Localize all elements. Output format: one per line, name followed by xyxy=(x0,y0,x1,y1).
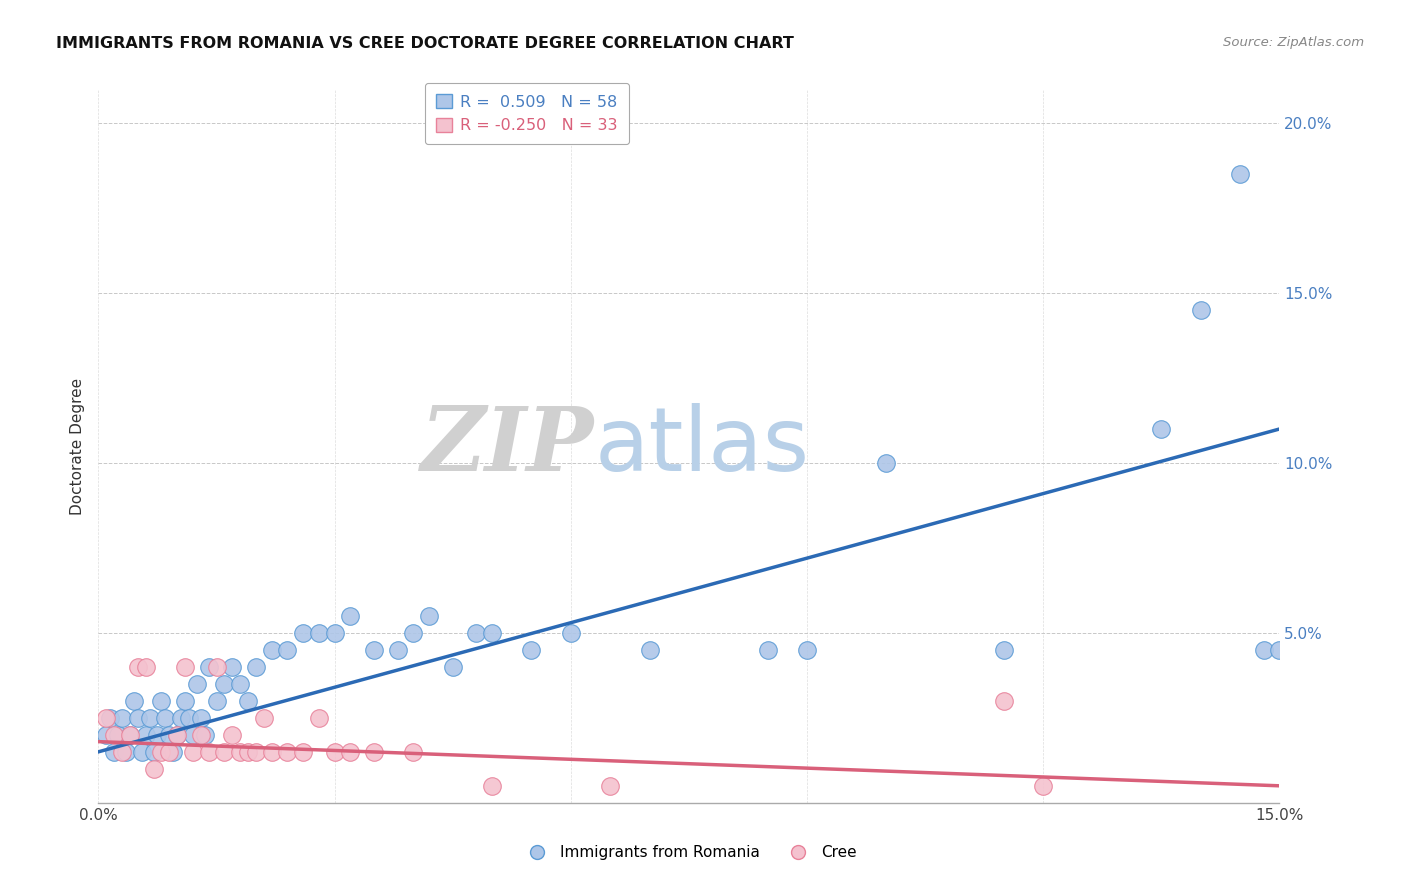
Point xyxy=(993,643,1015,657)
Point xyxy=(260,643,283,657)
Point xyxy=(221,660,243,674)
Text: ZIP: ZIP xyxy=(420,403,595,489)
Point xyxy=(157,745,180,759)
Point xyxy=(127,711,149,725)
Point xyxy=(323,626,346,640)
Text: IMMIGRANTS FROM ROMANIA VS CREE DOCTORATE DEGREE CORRELATION CHART: IMMIGRANTS FROM ROMANIA VS CREE DOCTORAT… xyxy=(56,36,794,51)
Point xyxy=(993,694,1015,708)
Point xyxy=(111,711,134,725)
Point xyxy=(103,745,125,759)
Point xyxy=(276,745,298,759)
Point xyxy=(875,456,897,470)
Text: atlas: atlas xyxy=(595,402,810,490)
Point xyxy=(214,745,236,759)
Point xyxy=(599,779,621,793)
Point xyxy=(166,728,188,742)
Y-axis label: Doctorate Degree: Doctorate Degree xyxy=(70,377,86,515)
Point xyxy=(245,745,267,759)
Point xyxy=(465,626,488,640)
Point xyxy=(292,745,315,759)
Point xyxy=(1268,643,1291,657)
Point xyxy=(260,745,283,759)
Point xyxy=(205,660,228,674)
Point xyxy=(174,694,197,708)
Point xyxy=(363,745,385,759)
Point xyxy=(520,643,543,657)
Point xyxy=(118,728,141,742)
Point xyxy=(308,626,330,640)
Point xyxy=(115,745,138,759)
Point xyxy=(638,643,661,657)
Legend: Immigrants from Romania, Cree: Immigrants from Romania, Cree xyxy=(516,839,862,866)
Point xyxy=(292,626,315,640)
Point xyxy=(560,626,582,640)
Point xyxy=(481,626,503,640)
Point xyxy=(229,745,252,759)
Point xyxy=(157,728,180,742)
Point xyxy=(142,762,165,776)
Point xyxy=(229,677,252,691)
Point xyxy=(142,745,165,759)
Point xyxy=(1253,643,1275,657)
Point xyxy=(135,660,157,674)
Point xyxy=(1032,779,1054,793)
Point xyxy=(107,728,129,742)
Point xyxy=(98,711,121,725)
Point xyxy=(181,745,204,759)
Point xyxy=(166,728,188,742)
Point xyxy=(177,711,200,725)
Point xyxy=(103,728,125,742)
Point xyxy=(236,745,259,759)
Point xyxy=(756,643,779,657)
Point xyxy=(221,728,243,742)
Point xyxy=(155,711,177,725)
Point xyxy=(323,745,346,759)
Point xyxy=(418,608,440,623)
Point xyxy=(236,694,259,708)
Point xyxy=(308,711,330,725)
Point xyxy=(190,728,212,742)
Point xyxy=(387,643,409,657)
Point xyxy=(181,728,204,742)
Point xyxy=(481,779,503,793)
Point xyxy=(402,626,425,640)
Point xyxy=(174,660,197,674)
Point xyxy=(96,711,118,725)
Point xyxy=(170,711,193,725)
Text: Source: ZipAtlas.com: Source: ZipAtlas.com xyxy=(1223,36,1364,49)
Point xyxy=(127,660,149,674)
Point xyxy=(245,660,267,674)
Point xyxy=(1150,422,1173,436)
Point xyxy=(363,643,385,657)
Point xyxy=(339,608,361,623)
Point xyxy=(402,745,425,759)
Point xyxy=(197,745,219,759)
Point xyxy=(194,728,217,742)
Point xyxy=(1229,167,1251,181)
Point xyxy=(150,745,173,759)
Point xyxy=(162,745,184,759)
Point xyxy=(131,745,153,759)
Point xyxy=(146,728,169,742)
Point xyxy=(138,711,160,725)
Point xyxy=(135,728,157,742)
Point xyxy=(205,694,228,708)
Point xyxy=(118,728,141,742)
Point xyxy=(122,694,145,708)
Point xyxy=(796,643,818,657)
Point xyxy=(190,711,212,725)
Point xyxy=(339,745,361,759)
Point xyxy=(253,711,276,725)
Point xyxy=(96,728,118,742)
Point xyxy=(1189,303,1212,318)
Point xyxy=(111,745,134,759)
Point xyxy=(150,694,173,708)
Point xyxy=(214,677,236,691)
Point xyxy=(186,677,208,691)
Point xyxy=(276,643,298,657)
Point xyxy=(197,660,219,674)
Point xyxy=(441,660,464,674)
